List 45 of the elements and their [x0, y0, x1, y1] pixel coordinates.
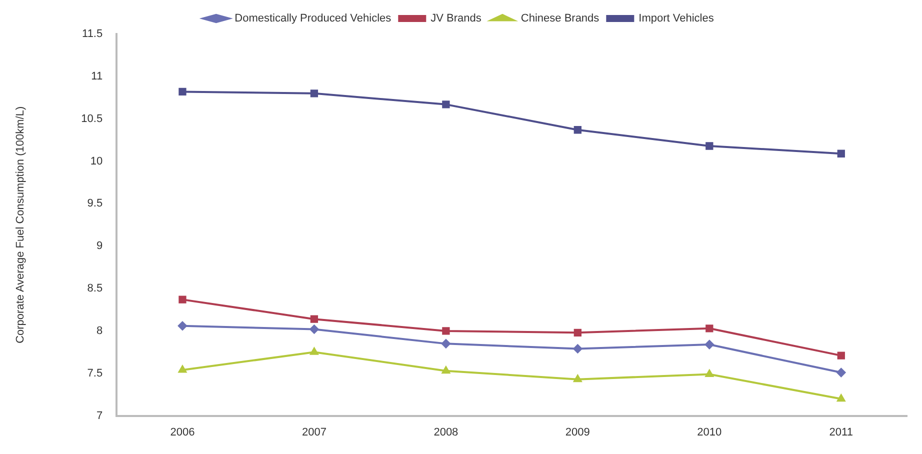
y-tick-label: 10 — [90, 155, 103, 168]
x-tick-label: 2010 — [697, 426, 722, 438]
point — [704, 340, 714, 350]
point — [178, 88, 186, 96]
point — [706, 324, 714, 332]
point — [442, 327, 450, 335]
point — [837, 352, 845, 360]
point — [574, 328, 582, 336]
point — [705, 370, 714, 377]
point — [574, 374, 582, 382]
y-tick-label: 10.5 — [81, 112, 103, 125]
y-tick-label: 9.5 — [87, 198, 103, 210]
y-tick-label: 11.5 — [82, 28, 103, 40]
point — [178, 296, 186, 304]
point — [442, 100, 450, 108]
x-tick-label: 2006 — [170, 426, 195, 438]
point — [442, 366, 450, 374]
point — [574, 126, 582, 134]
point — [310, 315, 318, 323]
y-tick-label: 9 — [96, 240, 103, 252]
y-axis-title: Corporate Average Fuel Consumption (100km/L) — [14, 106, 27, 344]
y-tick-label: 7.5 — [87, 367, 103, 380]
y-tick-label: 11 — [91, 70, 103, 82]
point — [837, 394, 846, 402]
point — [178, 365, 187, 373]
legend-label: Domestically Produced Vehicles — [234, 12, 392, 25]
point — [573, 344, 582, 354]
point — [310, 348, 318, 355]
point — [178, 321, 187, 330]
y-tick-label: 8 — [96, 324, 103, 337]
point — [441, 339, 450, 348]
y-tick-label: 7 — [96, 410, 103, 422]
point — [836, 368, 846, 378]
x-tick-label: 2011 — [829, 426, 853, 438]
x-tick-label: 2007 — [302, 426, 326, 438]
x-tick-label: 2008 — [434, 426, 458, 438]
point — [706, 142, 714, 150]
point — [310, 324, 319, 334]
legend-label: JV Brands — [430, 12, 482, 25]
point — [837, 150, 845, 158]
point — [310, 90, 318, 98]
legend-label: Chinese Brands — [520, 12, 600, 25]
legend-label: Import Vehicles — [638, 12, 714, 25]
y-tick-label: 8.5 — [87, 282, 103, 295]
x-tick-label: 2009 — [565, 426, 590, 438]
